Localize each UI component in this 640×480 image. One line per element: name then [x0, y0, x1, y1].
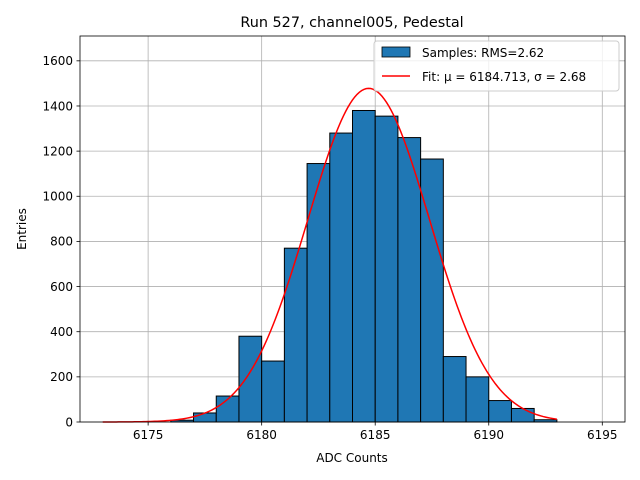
legend-histogram-swatch — [381, 46, 411, 58]
legend-fit-separator: , — [527, 70, 535, 84]
legend-fit-prefix: Fit: — [422, 70, 444, 84]
y-axis-ticks: 0 200 400 600 800 1000 1200 1400 1600 — [42, 54, 80, 429]
gaussian-fit-curve — [102, 87, 557, 423]
x-axis-label: ADC Counts — [316, 451, 388, 465]
histogram-bar — [374, 115, 399, 423]
y-tick-label: 1200 — [42, 144, 73, 158]
y-tick-label: 1600 — [42, 54, 73, 68]
histogram-bar — [329, 132, 353, 423]
y-tick-label: 1000 — [42, 190, 73, 204]
legend-fit-mu: μ = 6184.713 — [444, 70, 527, 84]
histogram-bar — [352, 109, 376, 423]
histogram-bar — [442, 356, 467, 423]
legend: Samples: RMS=2.62 Fit: μ = 6184.713, σ =… — [373, 40, 620, 92]
x-axis-ticks: 6175 6180 6185 6190 6195 — [133, 422, 618, 442]
histogram-bar — [193, 412, 217, 423]
y-tick-label: 600 — [50, 280, 73, 294]
histogram-bar — [283, 247, 308, 423]
x-tick-label: 6175 — [133, 428, 164, 442]
histogram-bar — [306, 163, 331, 423]
y-tick-label: 800 — [50, 235, 73, 249]
y-tick-label: 400 — [50, 325, 73, 339]
y-tick-label: 1400 — [42, 99, 73, 113]
x-tick-label: 6185 — [360, 428, 391, 442]
chart-title: Run 527, channel005, Pedestal — [240, 15, 463, 31]
x-tick-label: 6180 — [246, 428, 277, 442]
histogram-bars — [170, 109, 558, 423]
x-tick-label: 6190 — [473, 428, 504, 442]
histogram-bar — [238, 335, 263, 423]
legend-histogram-label: Samples: RMS=2.62 — [422, 46, 544, 60]
histogram-bar — [261, 360, 285, 423]
histogram-bar — [465, 376, 490, 423]
plot-area-frame — [79, 35, 626, 423]
legend-frame — [373, 40, 620, 92]
histogram-bar — [420, 158, 444, 423]
legend-fit-sigma: σ = 2.68 — [534, 70, 586, 84]
y-tick-label: 200 — [50, 370, 73, 384]
histogram-bar — [488, 400, 512, 423]
histogram-bar — [510, 407, 535, 423]
y-tick-label: 0 — [65, 415, 73, 429]
legend-fit-label: Fit: μ = 6184.713, σ = 2.68 — [422, 70, 586, 84]
y-axis-label: Entries — [15, 208, 29, 250]
x-tick-label: 6195 — [587, 428, 618, 442]
